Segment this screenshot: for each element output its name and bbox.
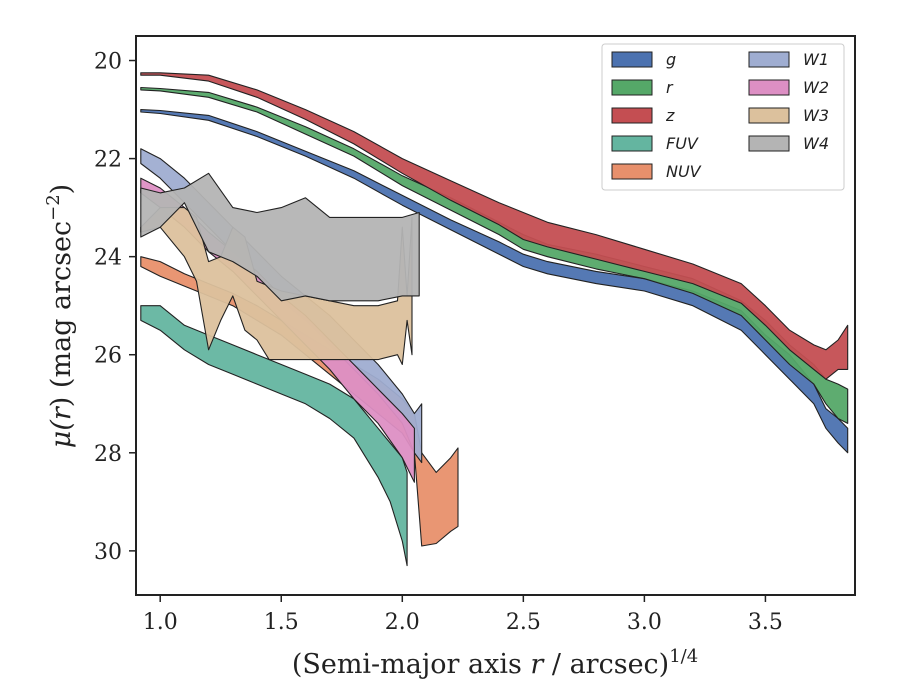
- legend-label-w1: W1: [803, 50, 829, 69]
- band-w4: [140, 172, 420, 302]
- legend-items: grz FUV NUV W1 W2 W3 W4: [611, 50, 829, 181]
- x-tick-label: 1.0: [143, 610, 178, 635]
- legend-swatch-w4: [748, 135, 790, 152]
- legend-label-w3: W3: [803, 106, 829, 125]
- x-axis-label-prefix: (Semi-major axis: [292, 649, 531, 680]
- legend-swatch-w1: [748, 51, 790, 68]
- x-tick-label: 1.5: [264, 610, 299, 635]
- y-axis-label: μ(r) (mag arcsec−2): [43, 184, 77, 448]
- y-axis-label-mu: μ(: [46, 419, 77, 449]
- x-axis-label-sup: 1/4: [669, 646, 698, 667]
- y-tick-label: 30: [94, 540, 122, 565]
- y-axis-label-end: ): [46, 184, 77, 195]
- x-tick-label: 2.0: [385, 610, 420, 635]
- band-z: [140, 72, 849, 380]
- x-tick-label: 2.5: [506, 610, 541, 635]
- legend-label-nuv: NUV: [666, 162, 702, 181]
- x-axis-label: (Semi-major axis r / arcsec)1/4: [292, 646, 698, 680]
- x-tick-label: 3.5: [748, 610, 783, 635]
- legend-label-w2: W2: [803, 78, 829, 97]
- legend-swatch-fuv: [611, 135, 653, 152]
- y-tick-label: 26: [94, 344, 122, 369]
- legend-label-z: z: [665, 106, 675, 125]
- x-axis-ticks: 1.0 1.5 2.0 2.5 3.0 3.5: [143, 595, 783, 635]
- legend-swatch-g: [611, 51, 653, 68]
- legend-label-r: r: [666, 78, 674, 97]
- y-tick-label: 24: [94, 246, 122, 271]
- y-axis-label-sup: −2: [43, 194, 64, 221]
- y-axis-label-mid: ) (mag arcsec: [46, 221, 77, 407]
- legend-swatch-w3: [748, 107, 790, 124]
- y-tick-label: 22: [94, 148, 122, 173]
- legend-label-g: g: [666, 50, 676, 69]
- profile-bands: [140, 72, 849, 567]
- plot-frame: [135, 35, 856, 596]
- legend-swatch-w2: [748, 79, 790, 96]
- x-tick-label: 3.0: [627, 610, 662, 635]
- y-axis-ticks: 20 22 24 26 28 30: [94, 50, 136, 565]
- legend-label-w4: W4: [803, 134, 829, 153]
- band-g: [140, 109, 849, 454]
- legend: grz FUV NUV W1 W2 W3 W4: [601, 43, 845, 191]
- y-axis-label-var: r: [46, 405, 77, 420]
- y-tick-label: 20: [94, 50, 122, 75]
- x-axis-label-var: r: [530, 649, 545, 680]
- legend-swatch-r: [611, 79, 653, 96]
- legend-swatch-z: [611, 107, 653, 124]
- x-axis-label-mid: / arcsec): [543, 649, 669, 680]
- y-tick-label: 28: [94, 442, 122, 467]
- legend-label-fuv: FUV: [666, 134, 699, 153]
- band-fuv: [140, 305, 408, 567]
- legend-swatch-nuv: [611, 163, 653, 180]
